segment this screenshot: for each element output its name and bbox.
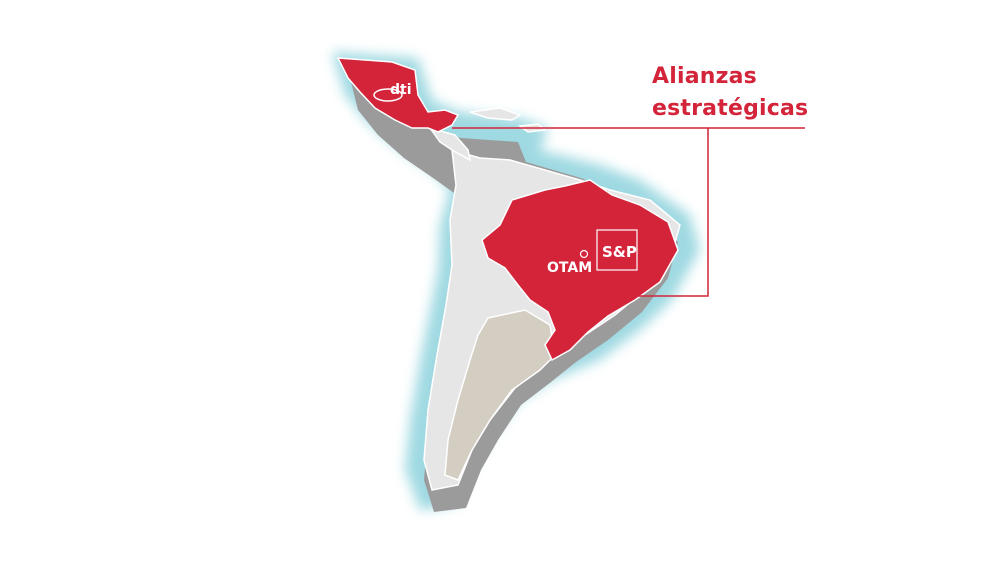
brazil-region (481, 179, 679, 362)
sp-logo-frame (596, 229, 638, 271)
otam-emblem-icon (579, 249, 589, 259)
otam-logo: OTAM (547, 249, 592, 276)
callout-lines (452, 127, 805, 297)
dti-logo: dti (373, 82, 412, 102)
sp-logo-text: S&P (602, 243, 637, 261)
dti-logo-text: dti (390, 82, 412, 98)
sp-logo: S&P (596, 229, 638, 271)
mexico-region (336, 57, 460, 133)
title-line-1: Alianzas (652, 64, 757, 89)
title-line-2: estratégicas (652, 96, 809, 121)
callout-line-brazil (636, 128, 709, 297)
otam-logo-text: OTAM (547, 260, 592, 276)
dti-swoosh-icon (373, 88, 403, 102)
